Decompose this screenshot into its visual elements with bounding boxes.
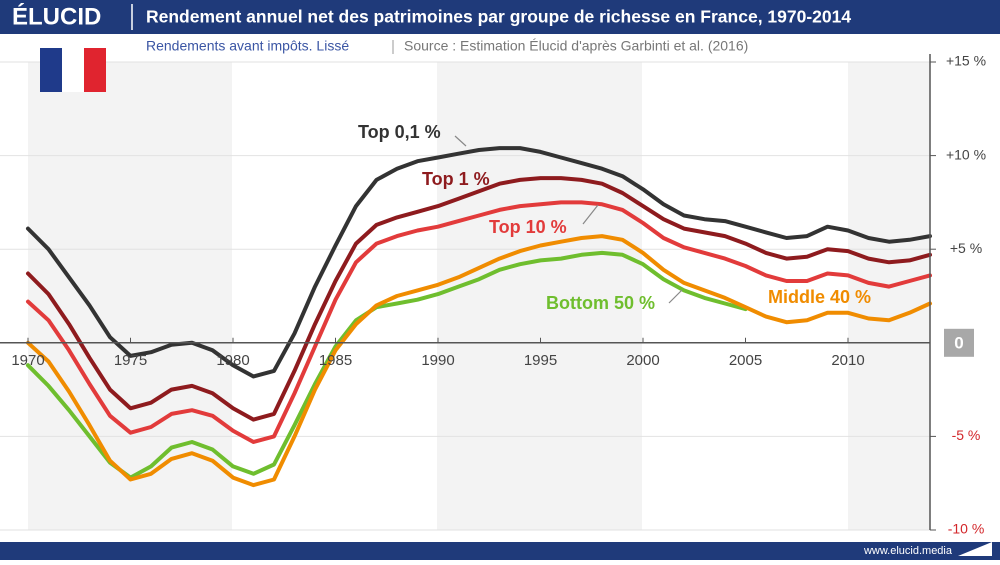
leader-line <box>454 135 467 147</box>
series-label: Top 1 % <box>422 169 490 189</box>
grid <box>0 61 930 531</box>
flag-red <box>84 48 106 92</box>
series-line <box>26 250 748 480</box>
x-tick-label: 1970 <box>11 352 44 369</box>
subtitle: Rendements avant impôts. Lissé <box>146 38 349 54</box>
x-tick-label: 2000 <box>626 352 659 369</box>
footer-url: www.elucid.media <box>863 545 953 557</box>
footer-bar <box>0 542 1000 560</box>
leader-line <box>668 289 683 304</box>
band <box>28 62 232 530</box>
x-tick-label: 1985 <box>319 352 352 369</box>
background-bands <box>28 62 930 530</box>
flag-blue <box>40 48 62 92</box>
series-label: Top 0,1 % <box>358 122 441 142</box>
x-tick-label: 1980 <box>216 352 249 369</box>
band <box>848 62 930 530</box>
axes: -10 % -5 % 0 +5 % +10 % +15 % 1970 1975 1980 1985… <box>0 53 986 537</box>
series-line <box>26 176 932 422</box>
zero-badge <box>944 328 974 357</box>
series-label: Middle 40 % <box>768 287 871 307</box>
source: Source : Estimation Élucid d'après Garbi… <box>404 38 748 54</box>
y-tick-label: 0 <box>954 333 963 352</box>
x-tick-label: 1990 <box>421 352 454 369</box>
x-tick-label: 2010 <box>831 352 864 369</box>
series-label: Top 10 % <box>489 217 567 237</box>
series-line <box>26 146 932 379</box>
flag <box>40 48 106 92</box>
y-tick-label: -10 % <box>948 521 985 537</box>
series-label: Bottom 50 % <box>546 293 655 313</box>
leader-line <box>582 204 599 225</box>
y-tick-label: +5 % <box>950 240 982 256</box>
y-tick-label: -5 % <box>952 427 981 443</box>
lines: Bottom 50 % Middle 40 % Top 10 % Top 1 % Top… <box>26 122 932 488</box>
band <box>437 62 642 530</box>
x-tick-label: 1995 <box>524 352 557 369</box>
logo: ÉLUCID <box>12 2 101 30</box>
series-line <box>26 200 932 444</box>
x-tick-label: 1975 <box>114 352 147 369</box>
series-line <box>26 234 932 488</box>
y-tick-label: +10 % <box>946 146 986 162</box>
header-bar <box>0 0 1000 34</box>
x-tick-label: 2005 <box>729 352 762 369</box>
footer-logo-mark <box>958 542 992 556</box>
chart-title: Rendement annuel net des patrimoines par… <box>146 7 851 27</box>
y-tick-label: +15 % <box>946 53 986 69</box>
flag-white <box>62 48 84 92</box>
